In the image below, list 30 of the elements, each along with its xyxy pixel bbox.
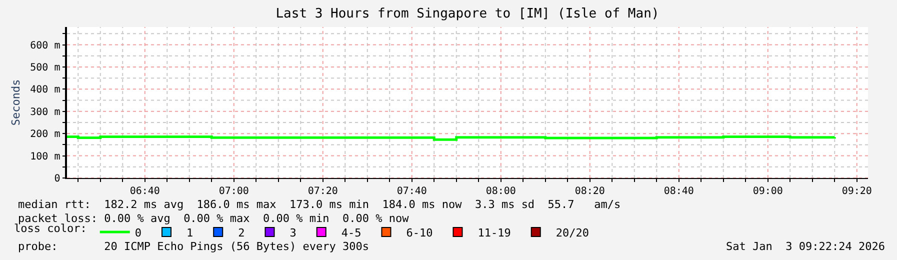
chart-title: Last 3 Hours from Singapore to [IM] (Isle of Man) — [276, 6, 660, 22]
text: probe: 20 ICMP Echo Pings (56 Bytes) every 300s — [18, 240, 369, 253]
legend-label: 11-19 — [478, 226, 511, 240]
legend-label: 3 — [290, 226, 296, 240]
y-tick-label: 100 m — [30, 151, 60, 162]
legend-label: 2 — [238, 226, 245, 240]
legend-label: 20/20 — [556, 226, 589, 240]
legend-label: 6-10 — [406, 226, 433, 240]
y-tick-label: 0 — [54, 174, 60, 184]
text: packet loss: 0.00 % avg 0.00 % max 0.00 % min 0.00 % now — [18, 212, 410, 225]
x-tick-label: 06:40 — [130, 186, 160, 197]
x-tick-label: 07:00 — [218, 186, 249, 197]
x-tick-label: 07:40 — [396, 186, 427, 197]
y-axis-title: Seconds — [9, 79, 22, 126]
text: median rtt: 182.2 ms avg 186.0 ms max 173.0 ms min 184.0 ms now 3.3 ms sd 55.7 am/s — [18, 198, 621, 211]
legend-label: 1 — [186, 226, 194, 240]
y-tick-label: 200 m — [30, 129, 60, 140]
legend-label: 0 — [134, 226, 142, 240]
y-tick-label: 500 m — [30, 62, 60, 74]
y-tick-label: 300 m — [30, 106, 60, 118]
x-tick-label: 07:20 — [308, 186, 338, 197]
x-tick-label: 08:20 — [574, 186, 605, 197]
text: Sat Jan 3 09:22:24 2026 — [726, 240, 885, 253]
x-tick-label: 08:40 — [664, 186, 694, 197]
legend-label: 4-5 — [341, 226, 362, 240]
x-tick-label: 09:20 — [842, 186, 872, 197]
y-tick-label: 400 m — [30, 84, 60, 96]
x-tick-label: 08:00 — [486, 186, 516, 197]
y-tick-label: 600 m — [30, 40, 60, 52]
x-tick-label: 09:00 — [752, 186, 783, 197]
